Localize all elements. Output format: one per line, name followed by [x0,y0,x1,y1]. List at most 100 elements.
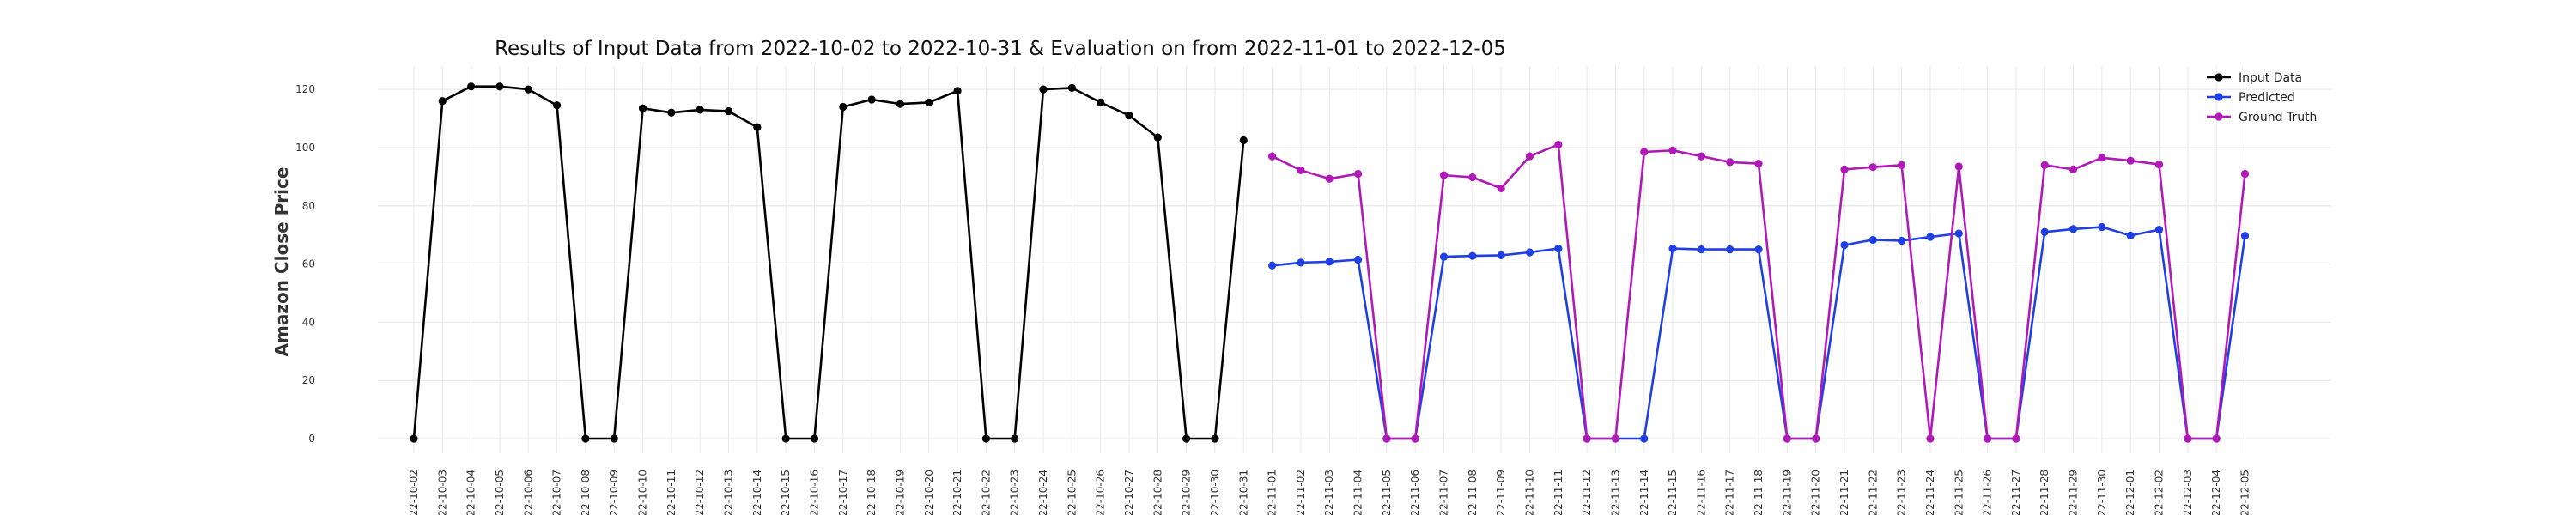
data-point-ground-truth [1411,434,1419,443]
x-tick-label: 22-11-01 [1267,470,1279,515]
data-point-predicted [1268,261,1277,270]
x-tick-label: 22-10-28 [1151,470,1163,515]
x-tick-label: 22-10-10 [637,470,649,515]
data-point-ground-truth [1554,140,1563,149]
data-point-input-data [839,102,848,112]
data-point-input-data [781,434,790,443]
data-point-predicted [1497,251,1505,260]
x-tick-label: 22-11-17 [1724,470,1736,515]
data-point-ground-truth [2069,165,2078,173]
data-point-predicted [2240,232,2250,240]
y-tick-label: 100 [295,142,315,154]
x-tick-label: 22-11-21 [1838,470,1850,515]
legend-entry-input-data: Input Data [2207,71,2302,85]
x-tick-label: 22-10-18 [866,470,878,515]
data-point-ground-truth [2126,156,2135,165]
x-tick-label: 22-11-26 [1982,470,1994,515]
data-point-ground-truth [2212,434,2221,443]
data-point-ground-truth [1926,434,1935,443]
x-tick-label: 22-11-30 [2096,470,2108,515]
series-ground-truth [1268,140,2250,443]
data-point-ground-truth [1497,184,1505,193]
data-point-input-data [1039,85,1048,94]
y-tick-labels: 0 20 40 60 80 100 120 [295,83,315,445]
data-point-input-data [1097,98,1105,106]
y-tick-label: 40 [302,316,315,328]
x-tick-label: 22-10-29 [1181,470,1193,515]
data-point-ground-truth [1954,162,1963,171]
data-point-input-data [1125,112,1133,120]
data-point-input-data [1182,434,1191,443]
data-point-ground-truth [2154,161,2164,169]
data-point-ground-truth [2040,161,2049,169]
data-point-predicted [1926,233,1935,241]
data-point-ground-truth [1468,173,1477,182]
legend-marker-ground-truth [2215,112,2223,121]
x-tick-label: 22-11-05 [1381,470,1393,515]
data-point-predicted [1868,235,1877,245]
x-tick-label: 22-12-01 [2124,470,2136,515]
data-point-input-data [981,434,990,443]
x-tick-label: 22-11-03 [1323,470,1335,515]
data-point-ground-truth [1840,165,1849,173]
data-point-predicted [2069,225,2078,233]
data-point-predicted [1840,240,1849,250]
data-point-predicted [1439,252,1449,261]
y-tick-label: 0 [308,433,315,445]
data-point-input-data [438,97,447,106]
x-tick-label: 22-11-09 [1495,470,1507,515]
data-point-ground-truth [2098,154,2106,162]
x-tick-label: 22-11-16 [1695,470,1707,515]
data-point-ground-truth [1439,171,1449,179]
x-tick-label: 22-10-04 [465,470,477,515]
data-point-input-data [524,85,532,94]
data-point-input-data [467,82,476,91]
grid [378,66,2331,453]
data-point-predicted [1325,258,1334,266]
data-point-ground-truth [1868,163,1877,172]
x-tick-label: 22-10-12 [694,470,706,515]
data-point-predicted [1353,255,1363,264]
data-point-input-data [753,123,762,131]
data-point-input-data [495,82,504,91]
legend-marker-input-data [2215,73,2223,82]
data-point-predicted [1554,245,1563,253]
x-tick-label: 22-10-15 [780,470,792,515]
x-tick-label: 22-12-05 [2239,470,2251,515]
x-tick-label: 22-11-19 [1781,470,1793,515]
x-tick-label: 22-10-26 [1095,470,1107,515]
data-point-input-data [667,108,676,117]
data-point-input-data [410,434,418,443]
data-point-ground-truth [1382,434,1391,443]
chart-title: Results of Input Data from 2022-10-02 to… [495,38,1506,60]
x-tick-label: 22-10-20 [923,470,935,515]
x-tick-label: 22-10-17 [837,470,849,515]
data-point-input-data [867,95,876,104]
data-point-predicted [1898,236,1906,245]
data-point-predicted [1525,248,1534,257]
x-tick-label: 22-11-27 [2010,470,2022,515]
data-point-input-data [1153,133,1162,142]
x-tick-label: 22-11-11 [1552,470,1564,515]
data-point-ground-truth [1812,434,1820,443]
data-point-predicted [1697,245,1705,254]
legend-entry-ground-truth: Ground Truth [2207,111,2317,124]
x-tick-label: 22-11-22 [1867,470,1879,515]
x-tick-label: 22-10-16 [808,470,820,515]
data-point-ground-truth [1783,434,1791,443]
data-point-predicted [1468,251,1477,260]
x-tick-label: 22-11-08 [1467,470,1479,515]
x-tick-label: 22-10-23 [1009,470,1021,515]
x-tick-label: 22-11-28 [2038,470,2050,515]
data-point-input-data [581,434,590,443]
data-point-ground-truth [1611,434,1620,443]
data-point-input-data [724,106,733,116]
data-point-predicted [1640,434,1649,443]
x-tick-label: 22-11-24 [1924,470,1936,515]
data-point-ground-truth [1268,152,1277,161]
x-tick-label: 22-11-15 [1667,470,1679,515]
x-tick-label: 22-11-13 [1609,470,1621,515]
data-point-ground-truth [1668,146,1677,154]
x-tick-label: 22-10-31 [1237,470,1249,515]
y-tick-label: 60 [302,258,315,270]
